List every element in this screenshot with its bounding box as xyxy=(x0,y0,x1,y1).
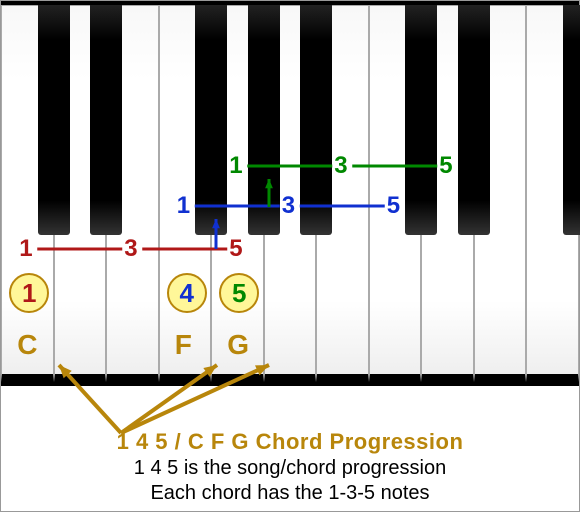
black-key xyxy=(195,5,227,235)
chord-degree-f-5: 5 xyxy=(387,192,400,220)
black-key xyxy=(563,5,580,235)
root-badge-4: 4 xyxy=(167,273,207,313)
note-letter-C: C xyxy=(17,329,37,361)
chord-degree-g-3: 3 xyxy=(334,152,347,180)
chord-degree-f-1: 1 xyxy=(177,192,190,220)
caption-heading: 1 4 5 / C F G Chord Progression xyxy=(1,429,579,455)
black-key xyxy=(248,5,280,235)
note-letter-G: G xyxy=(227,329,249,361)
chord-degree-g-5: 5 xyxy=(439,152,452,180)
black-key xyxy=(458,5,490,235)
chord-degree-c-1: 1 xyxy=(19,235,32,263)
chord-degree-f-3: 3 xyxy=(282,192,295,220)
note-letter-F: F xyxy=(175,329,192,361)
black-key xyxy=(90,5,122,235)
chord-degree-c-5: 5 xyxy=(229,235,242,263)
piano-chord-diagram: 135135135145CFG 1 4 5 / C F G Chord Prog… xyxy=(0,0,580,512)
piano-keyboard: 135135135145CFG xyxy=(1,1,579,386)
chord-degree-c-3: 3 xyxy=(124,235,137,263)
chord-degree-g-1: 1 xyxy=(229,152,242,180)
caption-line1: 1 4 5 is the song/chord progression xyxy=(1,457,579,480)
black-key xyxy=(405,5,437,235)
black-key xyxy=(38,5,70,235)
caption-block: 1 4 5 / C F G Chord Progression 1 4 5 is… xyxy=(1,429,579,505)
root-badge-5: 5 xyxy=(219,273,259,313)
caption-line2: Each chord has the 1-3-5 notes xyxy=(1,482,579,505)
root-badge-1: 1 xyxy=(9,273,49,313)
black-key xyxy=(300,5,332,235)
